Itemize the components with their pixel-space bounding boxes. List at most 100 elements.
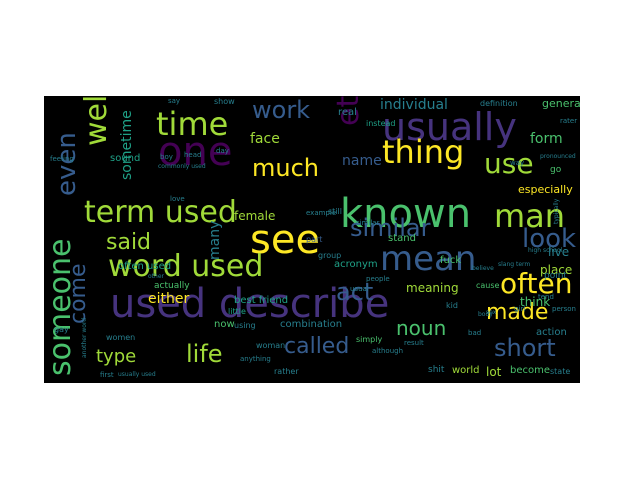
word-word-used: word used [108,249,264,284]
word-first: first [100,371,114,379]
word-commonly-used: commonly used [158,163,206,170]
word-life: life [186,340,223,368]
word-believe: believe [472,265,494,272]
word-rater: rater [560,117,578,125]
word-act: act [336,278,374,306]
word-other: other [148,273,164,280]
word-similar: similar [350,214,431,242]
word-way: way [510,159,525,167]
word-example: example [306,209,337,217]
word-body: body [478,311,493,318]
word-well: well [79,96,114,146]
word-result: result [404,339,424,347]
word-usual: usual [350,285,369,293]
word-head: head [184,151,202,159]
word-acronym: acronym [334,259,378,270]
word-term-used: term used [84,195,237,230]
word-say: say [168,97,181,105]
word-woman: woman [256,341,286,350]
word-fuck: fuck [440,255,462,266]
word-made: made [486,300,549,325]
word-see: see [250,217,321,263]
word-now: now [214,319,235,330]
word-lot: lot [486,365,502,379]
word-come: come [66,263,91,324]
word-similar: similar [356,219,380,227]
word-usually-used: usually used [118,371,156,378]
word-world: world [452,365,480,376]
word-short: short [494,334,556,362]
word-many: many [207,220,223,260]
word-slang-term: slang term [498,261,531,268]
word-mean: mean [380,239,477,279]
word-day: day [216,147,229,155]
word-especially: especially [518,183,573,196]
word-definition: definition [480,99,518,108]
word-often-used: often used [118,261,172,272]
word-typically: typically [553,198,560,224]
word-another-word: another word [81,317,88,358]
word-either: either [148,291,190,307]
word-work: work [252,96,311,124]
word-combination: combination [280,319,343,330]
word-simply: simply [356,335,383,344]
word-used-describe: used describe [110,281,390,327]
word-pronounced: pronounced [540,153,576,160]
word-still: still [328,207,342,216]
word-people: people [366,275,390,283]
word-bad: bad [468,329,482,337]
word-actually: actually [154,281,190,291]
word-boy: boy [160,153,173,161]
word-although: although [372,347,404,355]
word-called: called [284,334,350,359]
word-shit: shit [428,365,445,375]
word-go: go [550,165,562,175]
word-high-school: high school [528,247,563,254]
word-show: show [214,97,235,106]
word-face: face [250,131,280,147]
word-sex: sex [486,309,497,316]
word-gay: gay [54,325,69,334]
word-female: female [234,209,276,223]
word-live: live [548,245,570,259]
word-much: much [252,154,319,182]
word-using: using [234,321,256,330]
word-kid: kid [446,301,458,310]
word-part: part [306,235,323,244]
word-love: love [170,195,185,203]
word-look: look [522,224,577,254]
word-cause: cause [476,281,500,290]
word-generally: generally [542,97,580,110]
word-form: form [530,131,563,147]
word-use: use [484,147,534,180]
word-action: action [536,327,567,338]
word-women: women [106,333,136,342]
word-place: place [540,263,573,277]
word-meaning: meaning [406,281,459,295]
word-anything: anything [240,355,271,363]
word-rather: rather [274,367,299,376]
word-tend: tend [538,293,554,301]
word-little: little [228,307,246,316]
word-think: think [520,295,551,309]
word-best-friend: best friend [234,295,289,306]
word-said: said [106,230,152,255]
word-thing: thing [382,133,465,171]
word-cloud: used describe known one usually see mean term … [44,96,580,383]
word-time: time [156,105,229,143]
word-sometime: sometime [119,110,135,180]
word-point: point [544,271,567,281]
word-person: person [552,305,576,313]
word-known: known [340,191,472,237]
word-name: name [342,153,382,169]
word-noun: noun [396,316,447,340]
word-state: state [550,367,571,376]
word-often: often [500,267,573,300]
word-group: group [318,251,342,260]
word-one: one [158,129,233,175]
word-stand: stand [388,233,416,244]
word-become: become [510,365,551,376]
word-man: man [494,197,566,235]
word-even: even [52,132,82,196]
word-type: type [96,346,137,367]
